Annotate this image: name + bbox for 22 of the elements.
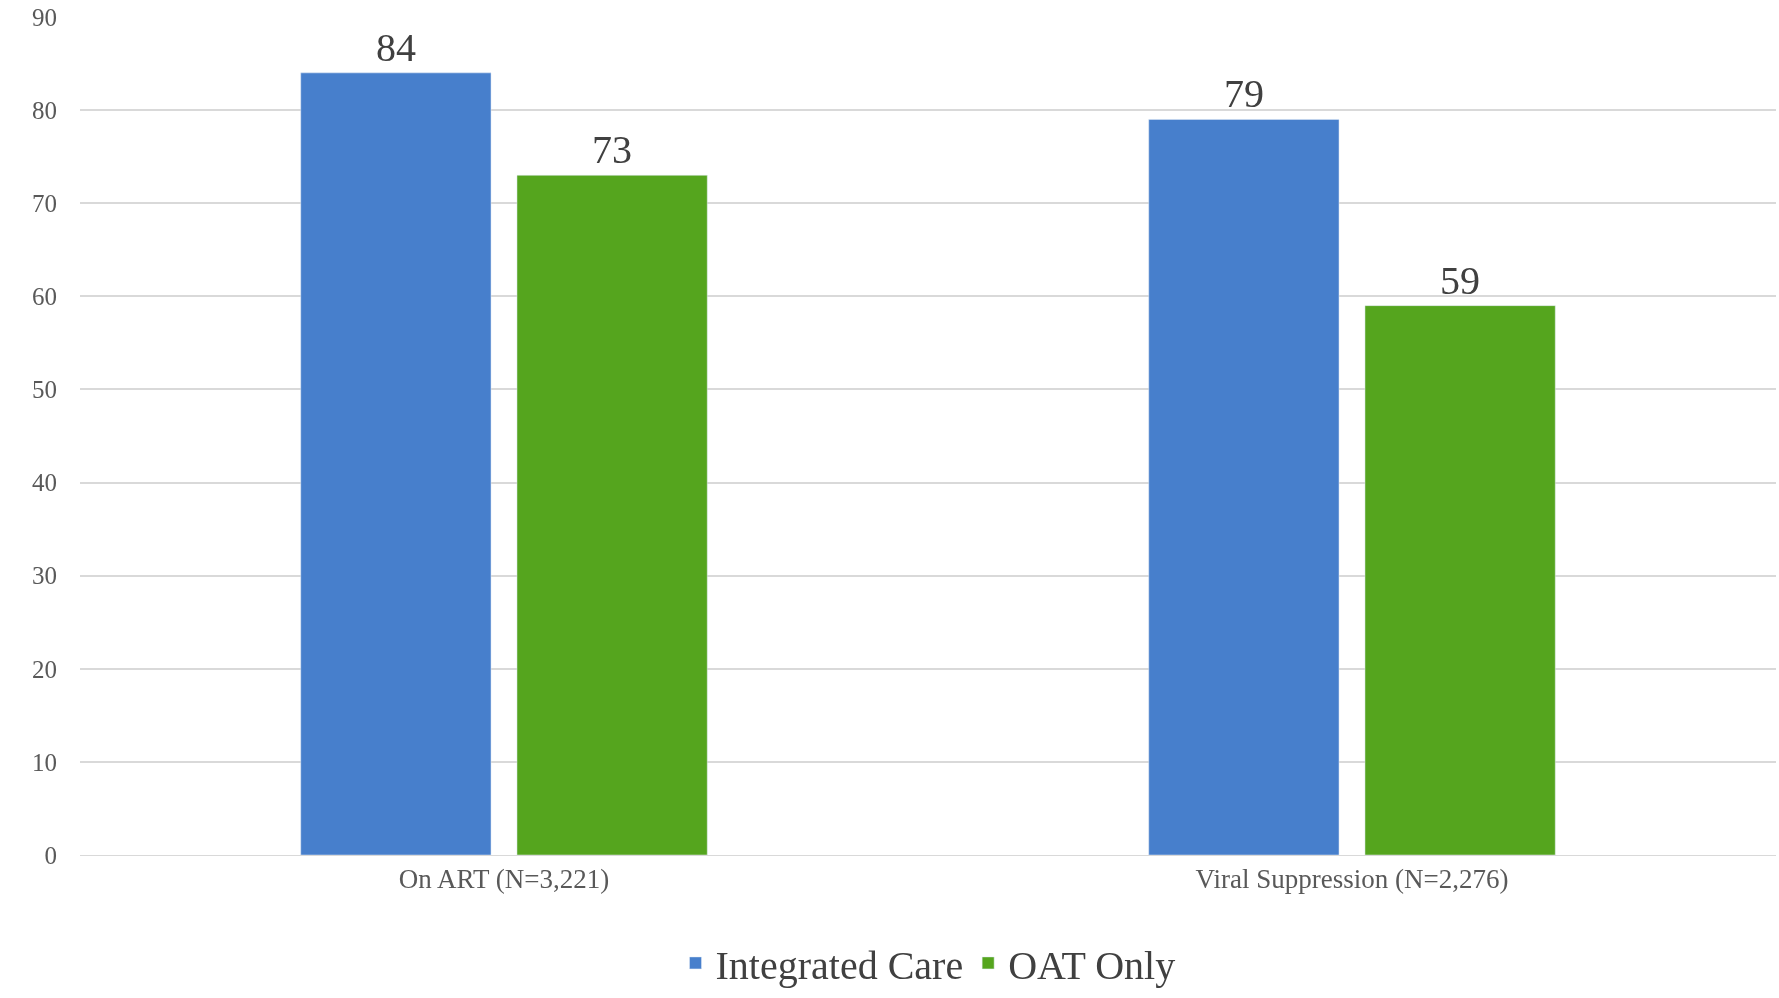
data-label: 59	[1440, 257, 1481, 303]
x-tick-label: On ART (N=3,221)	[398, 864, 610, 895]
bar	[1148, 119, 1340, 855]
legend-label: OAT Only	[1008, 942, 1176, 988]
data-label: 79	[1223, 71, 1264, 117]
legend-label: Integrated Care	[715, 942, 964, 988]
y-tick-label: 20	[32, 655, 57, 683]
y-tick-label: 80	[32, 96, 57, 124]
data-label: 73	[592, 127, 633, 173]
y-tick-label: 10	[32, 748, 57, 776]
bar	[1364, 305, 1556, 855]
bar	[516, 175, 708, 855]
y-tick-label: 50	[32, 376, 57, 404]
y-tick-label: 0	[44, 841, 57, 869]
bar	[300, 72, 492, 855]
y-tick-label: 70	[32, 189, 57, 217]
y-tick-label: 60	[32, 283, 57, 311]
x-tick-label: Viral Suppression (N=2,276)	[1195, 864, 1509, 895]
y-tick-label: 30	[32, 562, 57, 590]
y-tick-label: 40	[32, 469, 57, 497]
data-label: 84	[375, 24, 416, 70]
y-tick-label: 90	[32, 3, 57, 31]
